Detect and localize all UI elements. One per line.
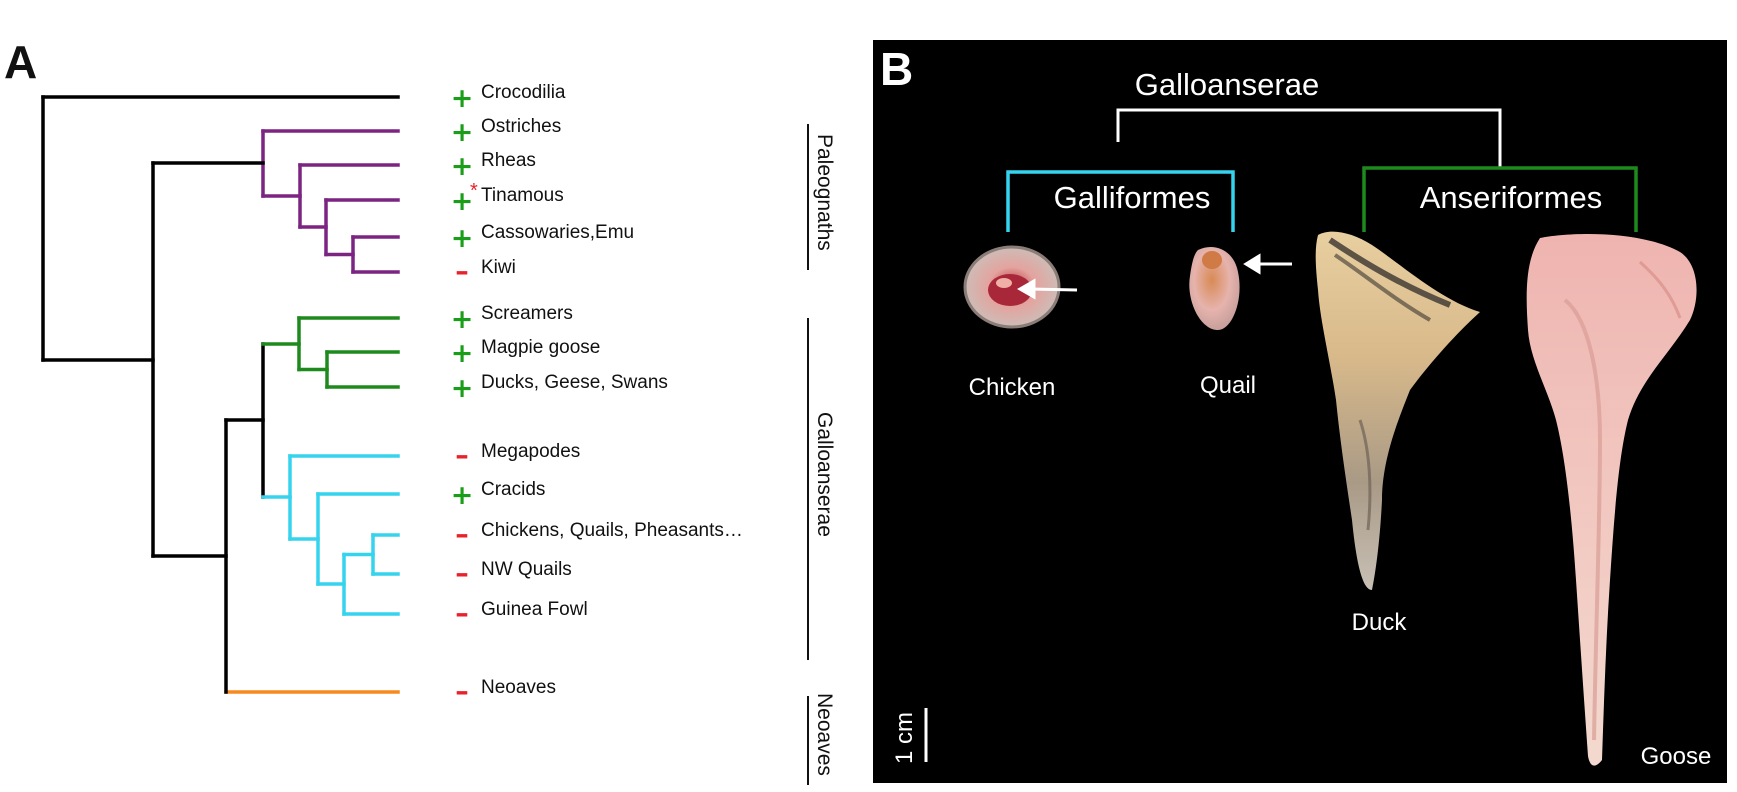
taxon-sign-11: – [455,519,469,550]
taxon-label-13: Guinea Fowl [481,599,588,620]
taxon-sign-2: + [451,151,474,182]
chicken-arrow [1016,278,1078,300]
quail-arrow [1243,253,1292,275]
taxon-sign-7: + [451,338,474,369]
taxon-sign-6: + [451,304,474,335]
clade-galliformes-label: Galliformes [1054,180,1211,215]
taxon-sign-14: – [455,676,469,707]
taxon-label-3: Tinamous [481,185,564,206]
taxon-label-1: Ostriches [481,116,561,137]
galloanserae-bracket-b [1116,108,1502,168]
taxon-label-12: NW Quails [481,559,572,580]
taxon-sign-9: – [455,440,469,471]
taxon-sign-1: + [451,117,474,148]
taxon-label-11: Chickens, Quails, Pheasants… [481,520,743,541]
group-label-galloanserae: Galloanserae [813,412,836,537]
phylogenetic-tree [41,95,400,694]
duck-specimen-photo [1315,231,1480,591]
taxon-label-7: Magpie goose [481,337,600,358]
taxon-label-0: Crocodilia [481,82,566,103]
panel-a-letter: A [4,36,37,88]
taxon-label-6: Screamers [481,303,573,324]
panel-b-letter: B [880,43,913,95]
group-label-paleognaths: Paleognaths [813,134,836,251]
taxon-label-2: Rheas [481,150,536,171]
taxon-label-10: Cracids [481,479,545,500]
taxa-labels: + Crocodilia+ Ostriches+ Rheas+* Tinamous+ Ca… [451,82,743,707]
group-label-neoaves: Neoaves [813,693,836,776]
quail-specimen-photo [1189,246,1240,330]
galliformes-bracket [1006,170,1235,232]
taxon-sign-8: + [451,373,474,404]
taxon-sign-0: + [451,83,474,114]
scale-bar-label: 1 cm [891,712,918,764]
taxon-sign-3: + [451,186,474,217]
goose-specimen-photo [1526,233,1697,766]
taxon-sign-13: – [455,598,469,629]
clade-anseriformes-label: Anseriformes [1420,180,1603,215]
taxon-label-8: Ducks, Geese, Swans [481,372,668,393]
anseriformes-bracket [1362,166,1638,232]
taxon-note-3: * [470,180,478,202]
species-quail-label: Quail [1200,372,1256,399]
species-chicken-label: Chicken [969,374,1056,401]
taxon-sign-10: + [451,480,474,511]
taxon-label-4: Cassowaries,Emu [481,222,634,243]
chicken-specimen-photo [963,245,1061,329]
taxon-sign-12: – [455,558,469,589]
taxon-label-14: Neoaves [481,677,556,698]
species-duck-label: Duck [1352,609,1408,636]
species-goose-label: Goose [1641,743,1712,770]
taxon-label-5: Kiwi [481,257,516,278]
taxon-label-9: Megapodes [481,441,580,462]
clade-galloanserae-label: Galloanserae [1135,67,1319,102]
taxon-sign-4: + [451,223,474,254]
taxon-sign-5: – [455,256,469,287]
